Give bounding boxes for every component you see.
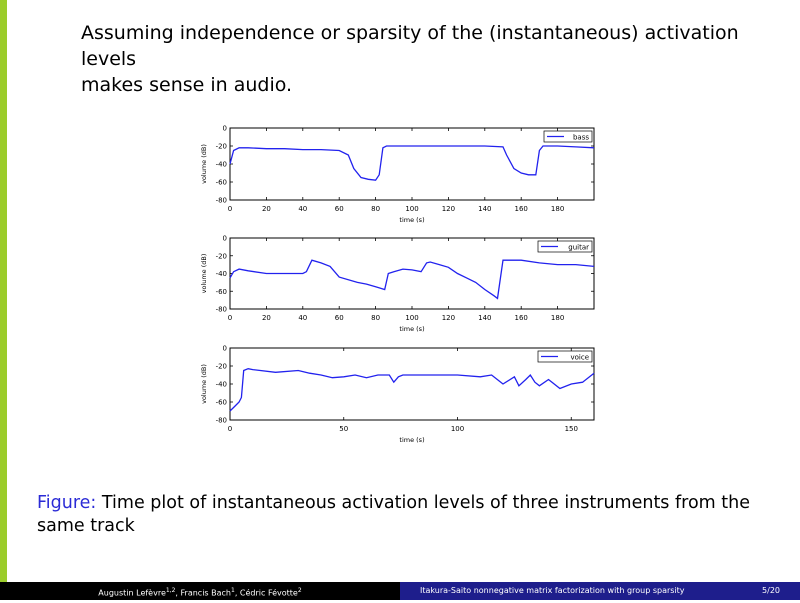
chart-2-series-line <box>229 259 595 300</box>
footer-title-block: Itakura-Saito nonnegative matrix factori… <box>400 582 800 600</box>
chart-2-ylabel: volume (dB) <box>200 254 208 294</box>
chart-2-xtick-label: 180 <box>551 314 564 322</box>
chart-1-legend-label: bass <box>573 134 589 142</box>
chart-2-ytick-label: -60 <box>216 288 227 296</box>
chart-2-xtick-label: 140 <box>478 314 491 322</box>
slide-text-line-2: makes sense in audio. <box>81 74 293 96</box>
chart-1-xtick-label: 0 <box>228 205 232 213</box>
chart-1-xlabel: time (s) <box>399 216 424 224</box>
slide-text-line-1: Assuming independence or sparsity of the… <box>81 22 739 70</box>
chart-2-ytick-label: 0 <box>223 235 227 243</box>
author-3: , Cédric Févotte <box>234 588 298 598</box>
chart-2-xtick-label: 20 <box>262 314 271 322</box>
chart-1-xtick-label: 120 <box>442 205 455 213</box>
chart-1-ylabel: volume (dB) <box>200 144 208 184</box>
chart-3-series-line <box>229 368 595 412</box>
chart-1-xtick-label: 20 <box>262 205 271 213</box>
chart-3-legend-label: voice <box>570 354 589 362</box>
chart-2-legend-box <box>537 240 593 253</box>
accent-bar <box>0 0 7 582</box>
author-3-sup: 2 <box>297 587 302 594</box>
footer-authors: Augustin Lefèvre1,2, Francis Bach1, Cédr… <box>0 582 400 600</box>
chart-2-xtick-label: 160 <box>515 314 528 322</box>
chart-2-ytick-label: -40 <box>216 270 227 278</box>
figure-caption: Figure: Time plot of instantaneous activ… <box>37 492 757 538</box>
chart-1-xtick-label: 40 <box>298 205 307 213</box>
chart-1-series-line <box>229 145 595 181</box>
chart-1-xtick-label: 60 <box>335 205 344 213</box>
chart-3-ytick-label: -60 <box>216 399 227 407</box>
chart-1-legend-box <box>543 130 593 143</box>
figure-caption-text: Time plot of instantaneous activation le… <box>37 493 750 536</box>
chart-3-xtick-label: 50 <box>339 425 348 433</box>
author-1-sup: 1,2 <box>165 587 176 594</box>
chart-2-xtick-label: 80 <box>371 314 380 322</box>
author-2: , Francis Bach <box>175 588 231 598</box>
chart-3-ylabel: volume (dB) <box>200 364 208 404</box>
chart-2-xtick-label: 60 <box>335 314 344 322</box>
page-number: 5/20 <box>762 586 780 595</box>
chart-2-xtick-label: 40 <box>298 314 307 322</box>
chart-3-xtick-label: 0 <box>228 425 232 433</box>
figure-label: Figure: <box>37 493 97 513</box>
chart-1-xtick-label: 180 <box>551 205 564 213</box>
chart-1-ytick-label: -60 <box>216 179 227 187</box>
footer-title: Itakura-Saito nonnegative matrix factori… <box>420 586 685 595</box>
chart-1-xtick-label: 80 <box>371 205 380 213</box>
chart-1-xtick-label: 160 <box>515 205 528 213</box>
chart-1-frame <box>229 127 595 201</box>
chart-2-xtick-label: 100 <box>405 314 418 322</box>
chart-2-xlabel: time (s) <box>399 325 424 333</box>
footer-bar: Augustin Lefèvre1,2, Francis Bach1, Cédr… <box>0 582 800 600</box>
chart-1-xtick-label: 100 <box>405 205 418 213</box>
chart-3-ytick-label: -40 <box>216 381 227 389</box>
chart-1-ytick-label: -80 <box>216 197 227 205</box>
chart-2-xtick-label: 0 <box>228 314 232 322</box>
chart-3-xtick-label: 150 <box>565 425 578 433</box>
chart-1-ytick-label: -20 <box>216 143 227 151</box>
chart-3-legend-box <box>537 350 593 363</box>
author-1: Augustin Lefèvre <box>98 588 166 598</box>
chart-2-ytick-label: -20 <box>216 252 227 260</box>
chart-1-xtick-label: 140 <box>478 205 491 213</box>
chart-2-legend-label: guitar <box>568 244 589 252</box>
author-2-sup: 1 <box>230 587 235 594</box>
chart-1-ytick-label: 0 <box>223 125 227 133</box>
chart-3-ytick-label: -20 <box>216 363 227 371</box>
chart-3-ytick-label: 0 <box>223 345 227 353</box>
chart-3-xlabel: time (s) <box>399 436 424 444</box>
chart-2-xtick-label: 120 <box>442 314 455 322</box>
chart-1-ytick-label: -40 <box>216 161 227 169</box>
chart-2-ytick-label: -80 <box>216 306 227 314</box>
chart-3-ytick-label: -80 <box>216 417 227 425</box>
chart-3-xtick-label: 100 <box>451 425 464 433</box>
slide-body-text: Assuming independence or sparsity of the… <box>81 20 781 98</box>
